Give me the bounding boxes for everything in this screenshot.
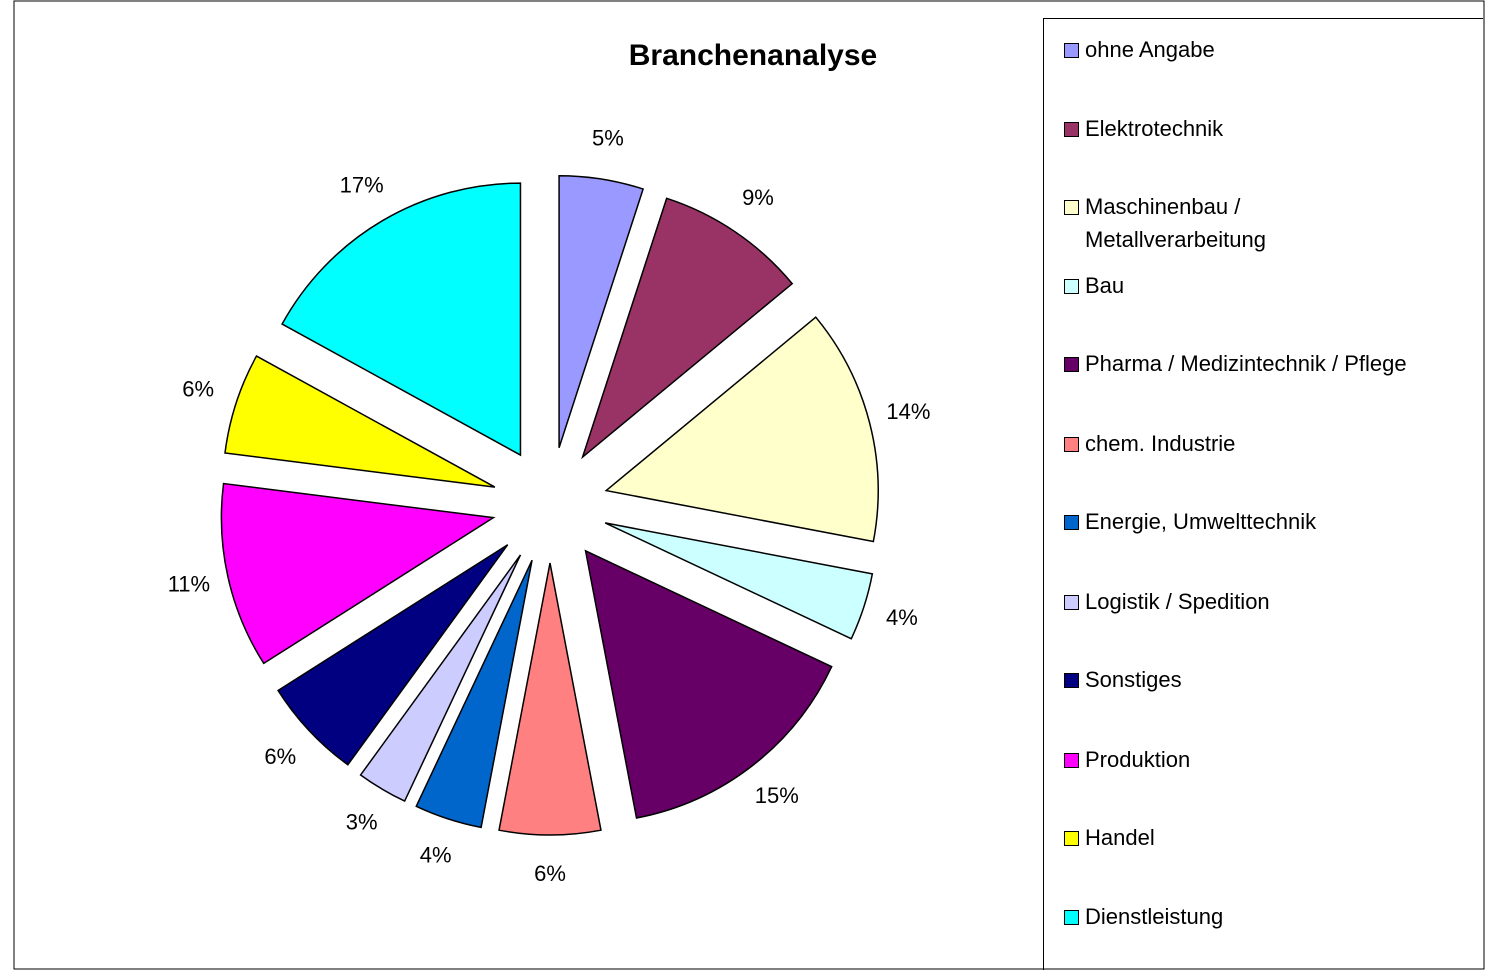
legend-swatch <box>1064 910 1079 925</box>
pie-slice <box>281 182 522 457</box>
data-label: 4% <box>420 843 452 868</box>
data-label: 11% <box>168 572 210 597</box>
legend-swatch <box>1064 279 1079 294</box>
legend-swatch <box>1064 437 1079 452</box>
legend-item: Produktion <box>1064 743 1190 776</box>
legend-label: chem. Industrie <box>1085 431 1236 456</box>
legend-item: Pharma / Medizintechnik / Pflege <box>1064 347 1407 380</box>
data-label: 14% <box>886 399 930 424</box>
legend-label: Dienstleistung <box>1085 904 1224 929</box>
legend-label: Energie, Umwelttechnik <box>1085 509 1317 534</box>
legend-item: chem. Industrie <box>1064 427 1235 460</box>
pie-slice <box>277 544 509 766</box>
legend-label: Produktion <box>1085 747 1191 772</box>
legend-swatch <box>1064 200 1079 215</box>
pie-slice <box>581 197 794 460</box>
legend-label: Logistik / Spedition <box>1085 589 1270 614</box>
data-label: 6% <box>534 861 566 886</box>
legend-label: ohne Angabe <box>1085 37 1215 62</box>
pie-slice <box>604 316 879 543</box>
legend-swatch <box>1064 515 1079 530</box>
legend-item: Dienstleistung <box>1064 900 1223 933</box>
legend-label: Handel <box>1085 825 1155 850</box>
data-label: 15% <box>755 783 799 808</box>
legend-label: Pharma / Medizintechnik / Pflege <box>1085 351 1407 376</box>
chart-border <box>13 0 1485 970</box>
legend-swatch <box>1064 753 1079 768</box>
pie-slice <box>359 554 522 803</box>
data-label: 6% <box>264 744 296 769</box>
pie-slice <box>584 549 833 819</box>
legend-swatch <box>1064 831 1079 846</box>
legend-label: Sonstiges <box>1085 667 1182 692</box>
legend-swatch <box>1064 357 1079 372</box>
pie-slice <box>224 355 496 488</box>
chart-title: Branchenanalyse <box>629 39 877 72</box>
legend-swatch <box>1064 122 1079 137</box>
pie-slice <box>604 522 874 640</box>
data-label: 4% <box>886 605 918 630</box>
legend-item: ohne Angabe <box>1064 33 1215 66</box>
legend-item: Bau <box>1064 269 1124 302</box>
pie-slice <box>220 482 496 665</box>
legend-label: Maschinenbau / Metallverarbeitung <box>1085 194 1266 252</box>
legend-swatch <box>1064 673 1079 688</box>
legend-label: Elektrotechnik <box>1085 116 1224 141</box>
data-label: 9% <box>742 185 774 210</box>
pie-slice <box>558 174 645 448</box>
legend-item: Elektrotechnik <box>1064 112 1223 145</box>
pie-slice <box>498 562 602 836</box>
pie-slice <box>415 559 533 829</box>
legend-swatch <box>1064 43 1079 58</box>
legend-swatch <box>1064 595 1079 610</box>
legend-item: Sonstiges <box>1064 663 1182 696</box>
legend-item: Maschinenbau / Metallverarbeitung <box>1064 190 1344 256</box>
legend: ohne Angabe Elektrotechnik Maschinenbau / … <box>1043 18 1483 970</box>
data-label: 6% <box>182 376 214 401</box>
legend-label: Bau <box>1085 273 1125 298</box>
data-label: 3% <box>346 809 378 834</box>
data-label: 17% <box>340 172 384 197</box>
legend-item: Logistik / Spedition <box>1064 585 1270 618</box>
data-label: 5% <box>592 125 624 150</box>
legend-item: Energie, Umwelttechnik <box>1064 505 1316 538</box>
legend-item: Handel <box>1064 821 1155 854</box>
